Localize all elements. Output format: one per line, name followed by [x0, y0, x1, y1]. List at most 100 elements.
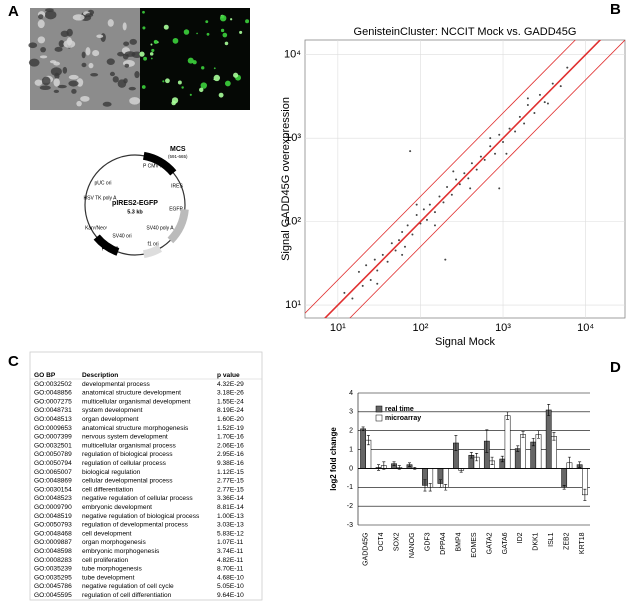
cell: [123, 41, 130, 46]
table-header: GO BP: [34, 372, 56, 379]
bar: [545, 409, 552, 469]
cell: [85, 13, 94, 18]
feature-arc: [142, 151, 177, 176]
point: [479, 155, 482, 158]
x-tick-label: GDF3: [424, 532, 431, 551]
gfp-cell: [189, 93, 192, 96]
error-bar: [475, 453, 479, 462]
error-bar: [500, 455, 504, 463]
cell: [34, 79, 43, 86]
point: [422, 208, 425, 211]
plasmid-label: EGFP: [169, 206, 183, 212]
error-bar: [423, 479, 427, 492]
plot-area: [305, 40, 625, 318]
table-cell: regulation of biological process: [82, 451, 173, 458]
table-cell: 3.74E-11: [217, 548, 244, 555]
gfp-cell: [151, 48, 155, 53]
plasmid-label: IRES: [171, 183, 183, 189]
table-cell: GO:0050794: [34, 460, 72, 467]
gfp-cell: [183, 29, 190, 35]
table-cell: GO:0007399: [34, 434, 72, 441]
table-cell: GO:0045595: [34, 592, 72, 599]
gfp-cell: [139, 51, 145, 57]
gfp-cell: [163, 24, 169, 30]
gfp-cell: [196, 32, 198, 35]
y-tick-label: -1: [347, 484, 353, 491]
cell: [129, 38, 138, 45]
x-tick-label: DKK1: [533, 532, 540, 550]
ratio-line: [349, 40, 625, 318]
point: [455, 178, 458, 181]
x-tick-label: EOMES: [471, 532, 478, 558]
x-tick-label: OCT4: [378, 532, 385, 551]
point: [428, 203, 431, 206]
plasmid-name: pIRES2-EGFP: [112, 200, 158, 207]
cell: [62, 66, 68, 74]
point: [398, 239, 401, 242]
table-cell: 2.77E-15: [217, 486, 244, 493]
table-cell: 2.77E-15: [217, 478, 244, 485]
y-tick-label: 10⁴: [284, 49, 301, 61]
gfp-cell: [199, 87, 204, 93]
table-cell: GO:0048519: [34, 513, 72, 520]
table-cell: 4.82E-11: [217, 557, 244, 564]
table-cell: GO:0035239: [34, 566, 72, 573]
y-axis-label: Signal GADD45G overexpression: [280, 97, 292, 261]
table-cell: GO:0048513: [34, 416, 72, 423]
point: [489, 145, 492, 148]
error-bar: [428, 483, 432, 492]
panel-label: B: [610, 1, 621, 18]
point: [494, 152, 497, 155]
cell: [102, 101, 112, 107]
y-tick-label: 4: [349, 390, 353, 397]
point: [415, 203, 418, 206]
error-bar: [361, 426, 365, 432]
cell: [80, 95, 90, 102]
point: [559, 85, 562, 88]
fluorescence-image: [140, 8, 250, 110]
legend-swatch: [375, 414, 383, 422]
point: [446, 185, 449, 188]
table-cell: 8.70E-11: [217, 566, 244, 573]
gfp-cell: [230, 18, 233, 21]
table-cell: 1.55E-24: [217, 398, 244, 405]
point: [458, 183, 461, 186]
gfp-cell: [143, 56, 147, 61]
cell: [63, 40, 76, 48]
cell: [39, 85, 51, 91]
point: [483, 158, 486, 161]
error-bar: [366, 435, 370, 446]
table-cell: 8.81E-14: [217, 504, 244, 511]
cell: [76, 100, 82, 107]
cell: [53, 89, 60, 94]
table-header: Description: [82, 372, 118, 379]
gfp-cell: [181, 86, 184, 89]
cell: [122, 22, 127, 31]
point: [373, 258, 376, 261]
gfp-cell: [245, 19, 250, 24]
table-cell: GO:0009887: [34, 539, 72, 546]
image-texture: [28, 8, 250, 107]
gfp-cell: [162, 80, 165, 83]
table-cell: 3.18E-26: [217, 390, 244, 397]
bar: [535, 434, 542, 469]
x-tick-label: 10³: [495, 322, 511, 334]
table-cell: 1.07E-11: [217, 539, 244, 546]
point: [403, 245, 406, 248]
table-cell: GO:0048598: [34, 548, 72, 555]
table-cell: nervous system development: [82, 434, 168, 441]
gfp-cell: [177, 80, 182, 85]
table-cell: multicellular organismal development: [82, 398, 191, 405]
cell: [107, 19, 114, 27]
cell: [40, 47, 47, 53]
table-cell: tube morphogenesis: [82, 566, 142, 573]
cell: [92, 49, 100, 57]
point: [551, 82, 554, 85]
table-cell: system development: [82, 407, 143, 414]
feature-arc: [167, 208, 189, 244]
cell: [41, 76, 51, 86]
cell: [81, 62, 87, 68]
gfp-cell: [218, 92, 224, 98]
error-bar: [531, 437, 535, 447]
gfp-cell: [142, 10, 145, 14]
